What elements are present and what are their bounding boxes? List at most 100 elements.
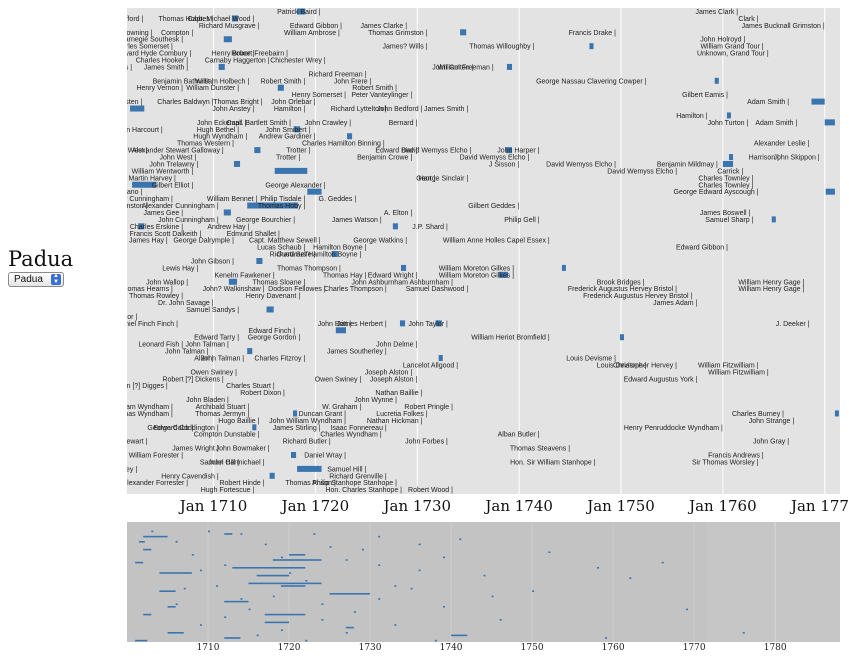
traveler-label[interactable]: William Bennet |	[207, 196, 258, 203]
traveler-label[interactable]: Francis Drake |	[569, 30, 617, 37]
travel-bar[interactable]	[297, 465, 322, 472]
traveler-label[interactable]: Charles Hamilton Binning |	[302, 141, 385, 148]
traveler-label[interactable]: George Alexander |	[265, 182, 325, 189]
traveler-label[interactable]: J. Deeker |	[776, 321, 810, 328]
traveler-label[interactable]: John Bowmaker |	[216, 446, 270, 453]
traveler-label[interactable]: William Holbech |	[195, 78, 249, 85]
travel-bar[interactable]	[269, 472, 275, 479]
traveler-label[interactable]: John William Wyndham |	[269, 418, 346, 425]
traveler-label[interactable]: Edward Coddington |	[153, 425, 218, 432]
traveler-label[interactable]: John Colton |	[432, 64, 473, 71]
traveler-label[interactable]: Trotter |	[286, 148, 310, 155]
traveler-label[interactable]: William Henry Gage |	[738, 286, 804, 293]
travel-bar[interactable]	[132, 181, 157, 188]
traveler-label[interactable]: James Wright |	[172, 446, 219, 453]
traveler-label[interactable]: Henry Cavendish |	[161, 473, 219, 480]
traveler-label[interactable]: Robert Wood |	[408, 487, 453, 494]
traveler-label[interactable]: George Edward Ayscough |	[674, 189, 759, 196]
traveler-label[interactable]: J Sisson |	[489, 161, 519, 168]
traveler-label[interactable]: James Gee |	[143, 210, 183, 217]
traveler-label[interactable]: Hart |	[419, 175, 436, 182]
travel-bar[interactable]	[825, 188, 835, 195]
traveler-label[interactable]: Nathan Hickman |	[367, 418, 423, 425]
traveler-label[interactable]: Gustavus Hamilton Boyne |	[277, 252, 362, 259]
traveler-label[interactable]: Leonard Fish |	[138, 342, 183, 349]
traveler-label[interactable]: William Heriot Bromfield |	[471, 335, 550, 342]
travel-bar[interactable]	[619, 334, 624, 341]
traveler-label[interactable]: Charles Wyndham |	[320, 432, 381, 439]
travel-bar[interactable]	[728, 154, 734, 161]
traveler-label[interactable]: West |	[128, 148, 148, 155]
traveler-label[interactable]: Philip Gell |	[504, 217, 539, 224]
traveler-label[interactable]: Thomas Hay |	[323, 272, 367, 279]
traveler-label[interactable]: Compton |	[161, 30, 193, 37]
travel-bar[interactable]	[714, 77, 719, 84]
traveler-label[interactable]: James Clarke |	[361, 23, 408, 30]
travel-bar[interactable]	[331, 251, 338, 258]
traveler-label[interactable]: Robert Smith |	[261, 78, 306, 85]
travel-bar[interactable]	[722, 160, 734, 167]
traveler-label[interactable]: William Wentworth |	[132, 168, 194, 175]
traveler-label[interactable]: Lancelot Allgood |	[403, 362, 458, 369]
travel-bar[interactable]	[834, 410, 839, 417]
traveler-label[interactable]: Hamilton |	[676, 113, 708, 120]
traveler-label[interactable]: John Trelawny |	[149, 161, 198, 168]
traveler-label[interactable]: Richard Butler |	[283, 439, 331, 446]
traveler-label[interactable]: Charles Townley |	[698, 182, 753, 189]
traveler-label[interactable]: Edward Bird |	[375, 148, 417, 155]
traveler-label[interactable]: George Nassau Clavering Cowper |	[536, 78, 647, 85]
traveler-label[interactable]: William Anne Holles Capel Essex |	[443, 238, 550, 245]
traveler-label[interactable]: Henry Bruce |	[212, 51, 255, 58]
traveler-label[interactable]: Frederick Augustus Hervey Bristol |	[568, 286, 677, 293]
traveler-label[interactable]: John Talman |	[186, 342, 230, 349]
traveler-label[interactable]: Alexander Stewart Galloway |	[132, 148, 224, 155]
traveler-label[interactable]: Thomas Willoughby |	[469, 44, 534, 51]
traveler-label[interactable]: Gilbert Geddes |	[468, 203, 519, 210]
traveler-label[interactable]: Patrick Baird |	[277, 9, 321, 16]
traveler-label[interactable]: Daniel Stewart |	[127, 439, 148, 446]
traveler-label[interactable]: Worsley |	[127, 466, 137, 473]
traveler-label[interactable]: George Cobb |	[147, 425, 193, 432]
traveler-label[interactable]: Richard Musgrave |	[199, 23, 260, 30]
traveler-label[interactable]: Benjamin Mildmay |	[657, 161, 718, 168]
travel-bar[interactable]	[218, 63, 225, 70]
travel-bar[interactable]	[254, 147, 261, 154]
traveler-label[interactable]: John Harper |	[497, 148, 539, 155]
traveler-label[interactable]: Benjamin Crowe |	[357, 155, 412, 162]
traveler-label[interactable]: Thomas Bright |	[213, 99, 262, 106]
traveler-label[interactable]: Lucas Schaub |	[257, 245, 305, 252]
traveler-label[interactable]: Lucretia Folkes |	[376, 411, 427, 418]
traveler-label[interactable]: James Fermor |	[127, 314, 137, 321]
traveler-label[interactable]: Dr. John Savage |	[158, 300, 214, 307]
traveler-label[interactable]: Isaac Fonnereau |	[330, 425, 386, 432]
traveler-label[interactable]: A. Elton |	[384, 210, 412, 217]
traveler-label[interactable]: James Stirling |	[273, 425, 321, 432]
traveler-label[interactable]: Thomas Anson |	[285, 480, 336, 487]
traveler-label[interactable]: William Wyndham |	[127, 404, 173, 411]
traveler-label[interactable]: Hamilton |	[274, 106, 306, 113]
traveler-label[interactable]: David Wemyss Elcho |	[607, 168, 677, 175]
timeline-overview-panel[interactable]	[127, 522, 840, 642]
traveler-label[interactable]: John Gibson |	[191, 258, 234, 265]
traveler-label[interactable]: W. Graham |	[322, 404, 361, 411]
traveler-label[interactable]: Robert Pringle |	[404, 404, 453, 411]
traveler-label[interactable]: John Smibert |	[265, 127, 310, 134]
traveler-label[interactable]: Frederick Augustus Hervey Bristol |	[583, 293, 692, 300]
traveler-label[interactable]: Thomas Hoby |	[258, 203, 306, 210]
traveler-label[interactable]: George Dalrymple |	[173, 238, 234, 245]
traveler-label[interactable]: Samuel Sharp |	[705, 217, 753, 224]
place-select[interactable]: Padua ▲ ▼	[8, 272, 64, 287]
traveler-label[interactable]: Samuel Hill |	[327, 466, 366, 473]
traveler-label[interactable]: Edward Hyde Combury |	[127, 51, 191, 58]
travel-bar[interactable]	[335, 327, 346, 334]
traveler-label[interactable]: George Bourchier |	[236, 217, 295, 224]
travel-bar[interactable]	[223, 209, 231, 216]
travel-bar[interactable]	[460, 29, 467, 36]
traveler-label[interactable]: Nathan Baillie |	[375, 390, 422, 397]
traveler-label[interactable]: William Ambrose |	[284, 30, 340, 37]
traveler-label[interactable]: William Henry Gage |	[738, 279, 804, 286]
travel-bar[interactable]	[266, 306, 274, 313]
traveler-label[interactable]: Charles Erskine |	[130, 224, 183, 231]
traveler-label[interactable]: David Wemyss Elcho |	[546, 161, 616, 168]
travel-bar[interactable]	[252, 424, 257, 431]
